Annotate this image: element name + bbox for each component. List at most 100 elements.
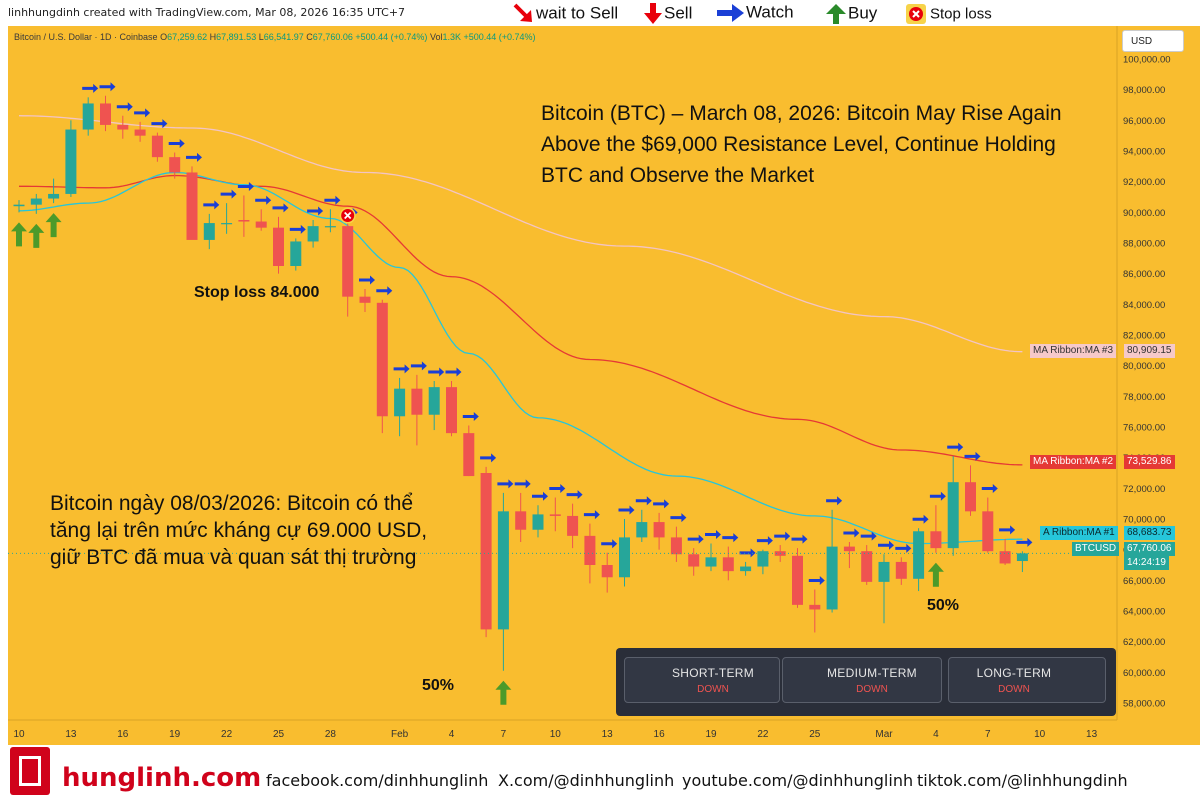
ma1-tag-value: 68,683.73 xyxy=(1124,526,1175,540)
x-tick-label: 10 xyxy=(1034,729,1046,740)
y-tick-label: 78,000.00 xyxy=(1123,392,1165,403)
candle-body xyxy=(532,514,544,530)
watch-arrow-icon xyxy=(532,491,548,501)
watch-arrow-icon xyxy=(878,540,894,550)
legend-label: Watch xyxy=(746,2,794,22)
ma2-tag-value: 73,529.86 xyxy=(1124,455,1175,469)
symbol-name: Bitcoin / U.S. Dollar · 1D · Coinbase xyxy=(14,32,158,42)
y-tick-label: 96,000.00 xyxy=(1123,116,1165,127)
watch-arrow-icon xyxy=(808,576,825,586)
x-link[interactable]: X.com/@dinhhunglinh xyxy=(498,771,675,790)
candle-body xyxy=(376,302,388,417)
watch-arrow-icon xyxy=(134,108,151,118)
candle-body xyxy=(13,204,25,207)
y-tick-label: 58,000.00 xyxy=(1123,699,1165,710)
watch-arrow-icon xyxy=(860,531,877,541)
watch-arrow-icon xyxy=(82,83,99,93)
x-tick-label: 4 xyxy=(449,729,455,740)
tiktok-link[interactable]: tiktok.com/@linhhungdinh xyxy=(917,771,1128,790)
y-tick-label: 98,000.00 xyxy=(1123,85,1165,96)
medium-term-rating[interactable]: MEDIUM-TERM DOWN xyxy=(782,657,942,703)
header-bar: linhhungdinh created with TradingView.co… xyxy=(0,0,1200,26)
watch-arrow-icon xyxy=(549,484,566,494)
brand-name: hunglinh.com xyxy=(62,763,262,793)
watch-arrow-icon xyxy=(566,490,583,500)
candle-body xyxy=(982,511,994,552)
candle-body xyxy=(100,103,111,125)
x-tick-label: 16 xyxy=(654,729,666,740)
watch-arrow-icon xyxy=(151,119,168,129)
watch-arrow-icon xyxy=(964,451,981,461)
watch-arrow-icon xyxy=(739,548,756,558)
candle-body xyxy=(394,388,406,417)
legend-label: Buy xyxy=(848,3,878,23)
candle-body xyxy=(255,221,267,228)
symbol-ohlc-line: Bitcoin / U.S. Dollar · 1D · Coinbase O 6… xyxy=(14,32,536,42)
legend-sell: Sell xyxy=(642,2,692,26)
watch-arrow-icon xyxy=(428,367,445,377)
currency-button[interactable]: USD xyxy=(1122,30,1184,52)
watch-arrow-icon xyxy=(826,496,843,506)
ma3-tag-label: MA Ribbon:MA #3 xyxy=(1030,344,1117,358)
percent-label-feb: 50% xyxy=(422,677,455,694)
x-tick-label: 19 xyxy=(705,729,717,740)
rating-value: DOWN xyxy=(856,684,888,695)
x-tick-label: Feb xyxy=(391,729,409,740)
short-term-rating[interactable]: SHORT-TERM DOWN xyxy=(624,657,780,703)
volume-label: Vol xyxy=(429,32,443,42)
watch-arrow-icon xyxy=(307,206,324,216)
candle-body xyxy=(913,531,925,579)
watch-arrow-icon xyxy=(912,514,929,524)
candle-body xyxy=(670,537,682,555)
open-label: O xyxy=(160,32,168,42)
candle-body xyxy=(221,223,233,225)
legend-watch: Watch xyxy=(716,2,794,24)
y-tick-label: 84,000.00 xyxy=(1123,300,1165,311)
green-up-arrow-icon xyxy=(826,4,846,24)
watch-arrow-icon xyxy=(705,530,721,540)
candle-body xyxy=(169,157,181,173)
y-tick-label: 94,000.00 xyxy=(1123,147,1165,158)
legend-label: Stop loss xyxy=(930,5,992,23)
footer-bar: hunglinh.com facebook.com/dinhhunglinh X… xyxy=(0,745,1200,801)
candle-body xyxy=(619,537,630,578)
candle-body xyxy=(999,551,1011,564)
watch-arrow-icon xyxy=(1016,537,1033,547)
technical-rating-widget: SHORT-TERM DOWN MEDIUM-TERM DOWN LONG-TE… xyxy=(616,648,1116,716)
long-term-rating[interactable]: LONG-TERM DOWN xyxy=(948,657,1106,703)
watch-arrow-icon xyxy=(289,224,306,234)
high-value: 67,891.53 xyxy=(216,32,257,42)
candle-body xyxy=(48,193,60,199)
watch-arrow-icon xyxy=(255,195,272,205)
watch-arrow-icon xyxy=(393,364,410,374)
x-tick-label: 13 xyxy=(65,729,77,740)
legend-label: wait to Sell xyxy=(536,3,619,23)
candle-body xyxy=(359,296,371,303)
candle-body xyxy=(549,514,561,516)
candle-body xyxy=(446,387,457,434)
facebook-link[interactable]: facebook.com/dinhhunglinh xyxy=(266,771,489,790)
x-tick-label: 4 xyxy=(933,729,939,740)
watch-arrow-icon xyxy=(324,195,341,205)
watch-arrow-icon xyxy=(601,539,618,549)
buy-arrow-icon xyxy=(28,223,45,248)
watch-arrow-icon xyxy=(670,513,687,523)
red-diagonal-down-arrow-icon xyxy=(513,3,532,22)
candle-body xyxy=(238,220,250,222)
candle-body xyxy=(203,223,215,240)
candle-body xyxy=(826,546,838,610)
youtube-link[interactable]: youtube.com/@dinhhunglinh xyxy=(682,771,914,790)
symbol-tag-value: 67,760.06 xyxy=(1124,542,1175,556)
watch-arrow-icon xyxy=(791,534,808,544)
candle-body xyxy=(688,554,700,567)
chart-area: 58,000.00 60,000.00 62,000.00 64,000.00 66,0… xyxy=(0,26,1200,746)
x-tick-label: 25 xyxy=(809,729,821,740)
x-tick-label: 13 xyxy=(602,729,614,740)
price-chart: 58,000.00 60,000.00 62,000.00 64,000.00 66,0… xyxy=(0,26,1200,746)
watch-arrow-icon xyxy=(99,82,116,92)
candle-body xyxy=(117,124,129,130)
x-tick-label: 7 xyxy=(501,729,507,740)
watch-arrow-icon xyxy=(376,286,393,296)
x-tick-label: 28 xyxy=(325,729,337,740)
watch-arrow-icon xyxy=(618,505,635,515)
